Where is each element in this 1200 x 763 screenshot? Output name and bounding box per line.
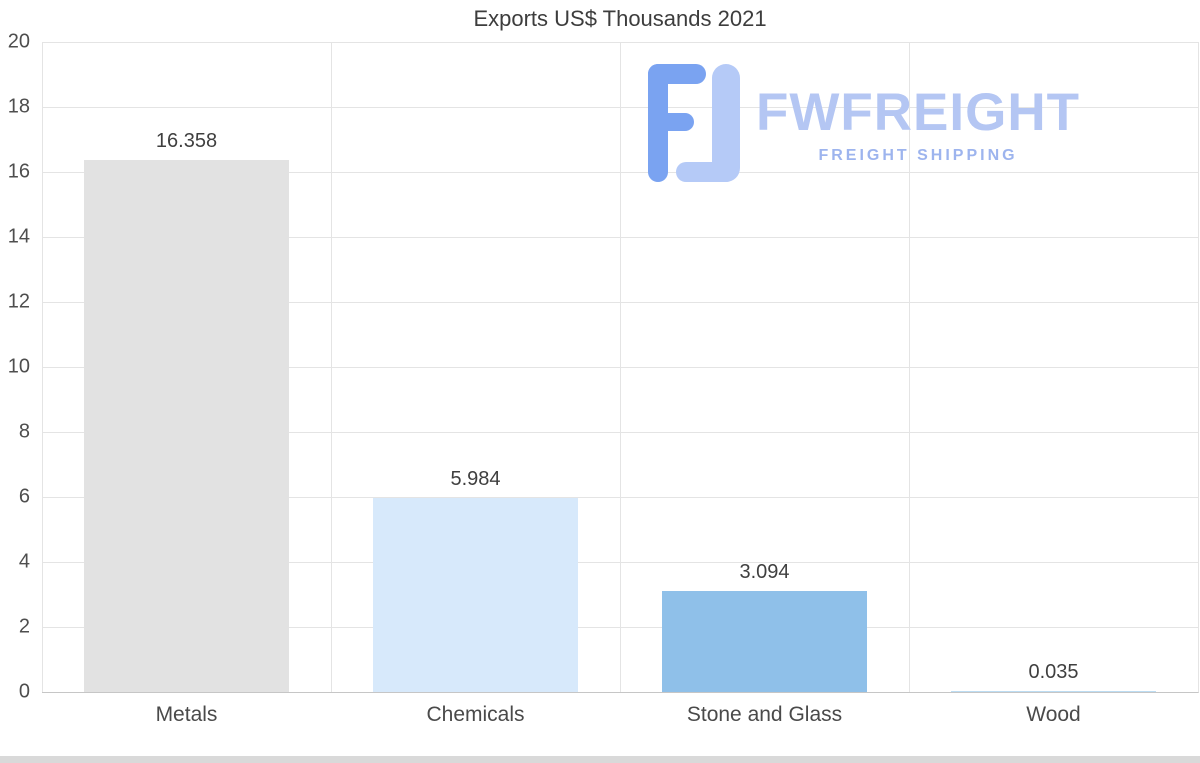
logo-tagline: FREIGHT SHIPPING <box>818 147 1018 164</box>
y-tick-label: 20 <box>7 30 30 53</box>
x-label-stone-and-glass: Stone and Glass <box>686 703 843 726</box>
x-label-wood: Wood <box>1026 703 1081 726</box>
logo-wordmark: FWFREIGHT <box>756 83 1080 142</box>
bar-stone-and-glass <box>661 591 868 692</box>
x-axis-labels: Metals Chemicals Stone and Glass Wood <box>42 703 1198 727</box>
bottom-edge-strip <box>0 756 1200 763</box>
chart-title: Exports US$ Thousands 2021 <box>473 6 767 31</box>
logo: FWFREIGHT FREIGHT SHIPPING <box>648 64 1080 182</box>
y-axis: 20 18 16 14 12 10 8 6 4 2 0 <box>0 31 36 703</box>
y-tick-label: 8 <box>18 420 30 443</box>
y-tick-label: 14 <box>7 225 30 248</box>
x-label-metals: Metals <box>155 703 218 726</box>
plot-area: 16.358 5.984 3.094 0.035 <box>42 42 1199 693</box>
x-label-chemicals: Chemicals <box>426 703 525 726</box>
freight-logo-icon <box>648 64 740 182</box>
y-tick-label: 16 <box>7 160 30 183</box>
bar-metals <box>83 160 290 692</box>
bar-cell-wood: 0.035 <box>909 42 1198 692</box>
bar-cell-chemicals: 5.984 <box>331 42 620 692</box>
y-tick-label: 4 <box>18 550 30 573</box>
y-tick-label: 18 <box>7 95 30 118</box>
bar-chemicals <box>372 497 579 692</box>
bar-wood <box>950 690 1157 692</box>
y-tick-label: 0 <box>18 680 30 703</box>
bar-value-label: 16.358 <box>155 130 218 153</box>
y-tick-label: 6 <box>18 485 30 508</box>
y-tick-label: 12 <box>7 290 30 313</box>
bar-cell-stone-and-glass: 3.094 <box>620 42 909 692</box>
bar-value-label: 0.035 <box>1028 660 1079 683</box>
bar-cell-metals: 16.358 <box>42 42 331 692</box>
y-tick-label: 10 <box>7 355 30 378</box>
logo-text-block: FWFREIGHT FREIGHT SHIPPING <box>756 86 1080 165</box>
bar-value-label: 3.094 <box>739 561 790 584</box>
bar-value-label: 5.984 <box>450 467 501 490</box>
y-tick-label: 2 <box>18 615 30 638</box>
